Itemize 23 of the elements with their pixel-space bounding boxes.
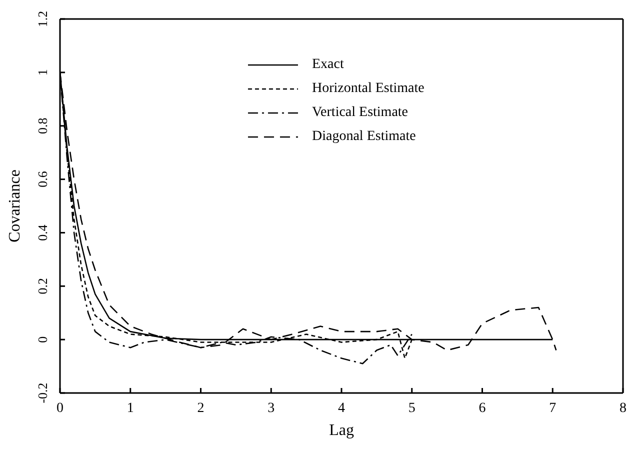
x-tick-label: 5 [408, 400, 416, 416]
x-tick-label: 7 [549, 400, 556, 416]
x-axis-title: Lag [329, 422, 354, 439]
y-tick-label: 1.2 [35, 10, 50, 28]
y-tick-label: -0.2 [35, 382, 50, 404]
y-axis-title: Covariance [6, 170, 24, 242]
x-tick-label: 2 [197, 400, 204, 416]
legend-label: Exact [312, 56, 344, 74]
y-tick-label: 0.6 [35, 170, 50, 188]
y-tick-label: 1 [35, 69, 50, 76]
legend-label: Vertical Estimate [312, 104, 408, 122]
x-tick-label: 6 [478, 400, 486, 416]
legend-label: Diagonal Estimate [312, 128, 416, 146]
x-tick-label: 1 [126, 400, 134, 416]
y-tick-label: 0.2 [35, 278, 50, 294]
y-tick-label: 0 [35, 336, 50, 343]
x-tick-label: 0 [56, 400, 64, 416]
x-tick-label: 4 [338, 400, 345, 416]
y-tick-label: 0.4 [35, 224, 50, 241]
x-tick-label: 3 [268, 400, 275, 416]
x-tick-label: 8 [620, 400, 626, 416]
y-tick-label: 0.8 [35, 118, 50, 134]
legend-label: Horizontal Estimate [312, 80, 424, 98]
